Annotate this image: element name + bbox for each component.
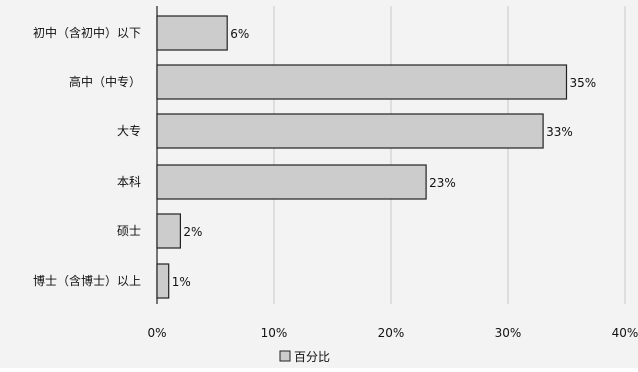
value-label-2: 33% bbox=[546, 125, 573, 139]
value-label-0: 6% bbox=[230, 27, 249, 41]
category-label-3: 本科 bbox=[117, 175, 141, 189]
value-label-5: 1% bbox=[172, 275, 191, 289]
category-label-4: 硕士 bbox=[117, 224, 141, 238]
x-tick-label-0: 0% bbox=[147, 326, 166, 340]
category-label-2: 大专 bbox=[117, 123, 141, 138]
legend-swatch bbox=[279, 350, 291, 362]
x-tick-label-4: 40% bbox=[612, 326, 638, 340]
value-label-4: 2% bbox=[183, 225, 202, 239]
category-label-0: 初中（含初中）以下 bbox=[33, 25, 141, 40]
bar-0 bbox=[156, 15, 228, 51]
x-tick-label-1: 10% bbox=[261, 326, 288, 340]
x-tick-label-3: 30% bbox=[495, 326, 522, 340]
bar-1 bbox=[156, 64, 568, 100]
value-label-1: 35% bbox=[570, 76, 597, 90]
x-tick-label-2: 20% bbox=[378, 326, 405, 340]
legend-label: 百分比 bbox=[294, 350, 330, 364]
value-label-3: 23% bbox=[429, 176, 456, 190]
bar-4 bbox=[156, 213, 181, 249]
bar-3 bbox=[156, 164, 427, 200]
bar-2 bbox=[156, 113, 544, 149]
category-label-5: 博士（含博士）以上 bbox=[33, 273, 141, 288]
category-label-1: 高中（中专） bbox=[69, 74, 141, 89]
bar-5 bbox=[156, 263, 170, 299]
